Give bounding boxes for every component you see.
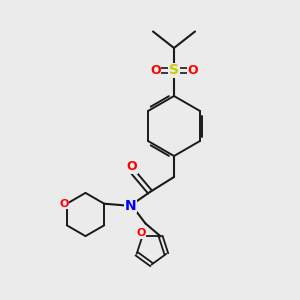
Text: O: O [136,228,146,239]
Text: O: O [127,160,137,173]
Text: O: O [150,64,161,77]
Text: N: N [125,199,136,212]
Text: O: O [187,64,198,77]
Text: S: S [169,64,179,77]
Text: O: O [59,199,68,209]
